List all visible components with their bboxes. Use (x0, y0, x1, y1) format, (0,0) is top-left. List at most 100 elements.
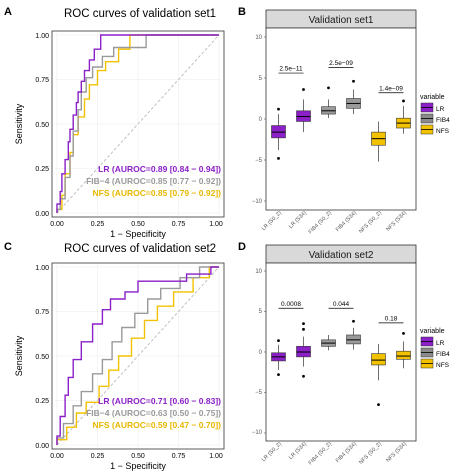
outlier-point (327, 86, 330, 90)
p-value-label: 0.044 (333, 301, 350, 308)
y-tick-label: 1.00 (35, 33, 49, 40)
x-tick-label: 0.25 (91, 221, 105, 228)
panel-d-letter: D (238, 241, 246, 253)
y-tick-label: 0.25 (35, 166, 49, 173)
panel-c-letter: C (4, 241, 12, 253)
panel-a-title: ROC curves of validation set1 (64, 8, 216, 20)
legend-label-nfs: NFS (436, 362, 450, 369)
roc-line-lr (56, 34, 219, 213)
y-tick-label: 10 (255, 35, 262, 41)
x-tick-label: FIB4 (S34) (335, 441, 358, 464)
panel-d-title: Validation set2 (309, 250, 374, 261)
y-tick-label: 0 (259, 117, 263, 123)
roc-line-fib4 (56, 266, 219, 445)
x-tick-label: 0.75 (172, 221, 186, 228)
panel-a-letter: A (4, 6, 12, 18)
x-tick-label: LR (S34) (288, 210, 308, 230)
x-tick-label: FIB4 (S0_2) (308, 441, 333, 466)
panel-b-y-ticks: 10 5 0 −5 −10 (252, 35, 263, 205)
panel-c-x-ticks: 0.00 0.25 0.50 0.75 1.00 (50, 453, 223, 460)
y-tick-label: 0.25 (35, 398, 49, 405)
y-tick-label: −10 (252, 430, 263, 436)
x-tick-label: NFS (S0_2) (358, 441, 383, 466)
legend-title: variable (420, 328, 445, 335)
x-tick-label: FIB4 (S0_2) (308, 210, 333, 235)
p-value-label: 0.0008 (281, 301, 301, 308)
x-tick-label: NFS (S0_2) (358, 210, 383, 235)
panel-c-legend-lr: LR (AUROC=0.71 [0.60 − 0.83]) (98, 396, 221, 406)
x-tick-label: 1.00 (209, 221, 223, 228)
panel-c-y-axis-label: Sensitivity (14, 335, 24, 376)
y-tick-label: −5 (255, 158, 263, 164)
panel-b-boxes: 2.5e−11 2.5e−09 1.4e−09 (264, 36, 411, 202)
x-tick-label: LR (S34) (288, 441, 308, 461)
legend-title: variable (420, 94, 445, 101)
x-tick-label: FIB4 (S34) (335, 210, 358, 233)
panel-c-title: ROC curves of validation set2 (64, 243, 216, 255)
x-tick-label: 1.00 (209, 453, 223, 460)
legend-label-fib4: FIB4 (436, 351, 450, 358)
outlier-point (302, 88, 305, 91)
box (371, 353, 386, 366)
outlier-point (377, 403, 380, 407)
p-value-label: 2.5e−11 (279, 66, 303, 73)
y-tick-label: 0 (259, 350, 263, 356)
panel-a-legend-lr: LR (AUROC=0.89 [0.84 − 0.94]) (98, 164, 221, 174)
roc-line-fib4 (56, 34, 219, 213)
outlier-point (302, 327, 305, 331)
panel-d-boxes: 0.0008 0.044 0.18 (264, 270, 411, 434)
panel-d-plot-area (265, 262, 417, 442)
x-tick-label: 0.00 (50, 453, 64, 460)
panel-d: D Validation set2 10 5 0 −5 −10 0.0008 0.… (238, 241, 450, 466)
x-tick-label: LR (S0_2) (261, 210, 283, 232)
panel-c-x-axis-label: 1 − Specificity (110, 461, 166, 471)
legend-label-fib4: FIB4 (436, 117, 450, 124)
panel-c-legend-nfs: NFS (AUROC=0.59 [0.47 − 0.70]) (93, 420, 222, 430)
panel-a-diagonal (56, 34, 220, 214)
x-tick-label: 0.00 (50, 221, 64, 228)
outlier-point (277, 156, 280, 160)
outlier-point (277, 107, 280, 111)
panel-d-y-ticks: 10 5 0 −5 −10 (252, 269, 263, 436)
y-tick-label: 0.00 (35, 443, 49, 450)
panel-c: C ROC curves of validation set2 1.00 0.7… (4, 241, 225, 471)
outlier-point (352, 319, 355, 323)
x-tick-label: 0.50 (131, 221, 145, 228)
panel-a-legend-fib4: FIB−4 (AUROC=0.85 [0.77 − 0.92]) (86, 176, 221, 186)
panel-a: A ROC curves of validation set1 1.00 0.7… (4, 6, 225, 239)
y-tick-label: 5 (259, 309, 263, 315)
outlier-point (402, 331, 405, 335)
y-tick-label: 10 (255, 269, 262, 275)
p-value-label: 1.4e−09 (379, 85, 403, 92)
y-tick-label: 0.00 (35, 211, 49, 218)
panel-a-legend-nfs: NFS (AUROC=0.85 [0.79 − 0.92]) (93, 188, 222, 198)
panel-b-title: Validation set1 (309, 15, 374, 26)
panel-d-legend: variable LR FIB4 NFS (420, 328, 450, 369)
panel-a-roc-lines (56, 34, 219, 213)
outlier-point (402, 99, 405, 103)
y-tick-label: −5 (255, 390, 263, 396)
outlier-point (277, 339, 280, 343)
y-tick-label: 0.75 (35, 309, 49, 316)
outlier-point (277, 373, 280, 377)
legend-label-nfs: NFS (436, 128, 450, 135)
outlier-point (352, 79, 355, 83)
roc-line-lr (56, 266, 219, 445)
panel-a-y-axis-label: Sensitivity (14, 103, 24, 144)
x-tick-label: 0.25 (91, 453, 105, 460)
panel-c-y-ticks: 1.00 0.75 0.50 0.25 0.00 (35, 265, 49, 450)
x-tick-label: LR (S0_2) (261, 441, 283, 463)
panel-a-y-ticks: 1.00 0.75 0.50 0.25 0.00 (35, 33, 49, 218)
panel-b-letter: B (238, 6, 246, 18)
panel-c-legend-fib4: FIB−4 (AUROC=0.63 [0.50 − 0.75]) (86, 408, 221, 418)
panel-c-diagonal (56, 266, 220, 446)
outlier-point (302, 322, 305, 326)
y-tick-label: 0.75 (35, 77, 49, 84)
panel-b-x-ticks: LR (S0_2) LR (S34) FIB4 (S0_2) FIB4 (S34) NF… (261, 210, 408, 235)
p-value-label: 2.5e−09 (329, 60, 353, 67)
panel-c-roc-lines (56, 266, 219, 445)
panel-b-plot-area (265, 27, 417, 211)
panel-b-legend: variable LR FIB4 NFS (420, 94, 450, 135)
y-tick-label: −10 (252, 199, 263, 205)
legend-label-lr: LR (436, 340, 445, 347)
